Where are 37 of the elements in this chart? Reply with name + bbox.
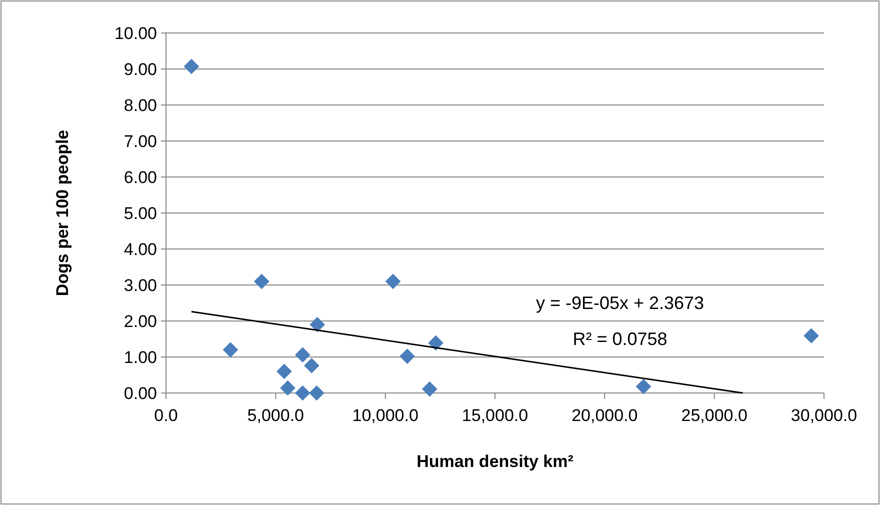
y-axis-title: Dogs per 100 people	[53, 130, 72, 296]
point	[385, 274, 401, 290]
y-tick-label: 3.00	[124, 276, 157, 295]
y-tick-label: 2.00	[124, 312, 157, 331]
point	[294, 347, 310, 363]
annotation: R² = 0.0758	[572, 329, 668, 349]
y-tick-label: 10.00	[114, 24, 157, 43]
x-axis-title: Human density km²	[416, 452, 574, 471]
x-tick-label: 15,000.0	[462, 406, 528, 425]
point	[184, 58, 200, 74]
point	[276, 364, 292, 380]
x-tick-label: 5,000.0	[247, 406, 304, 425]
point	[400, 348, 415, 364]
x-tick-label: 25,000.0	[681, 406, 748, 425]
y-tick-label: 9.00	[124, 60, 157, 79]
y-tick-label: 1.00	[124, 348, 157, 367]
y-tick-label: 0.00	[124, 384, 157, 403]
point	[280, 380, 296, 396]
annotation: y = -9E-05x + 2.3673	[536, 293, 704, 313]
y-tick-label: 8.00	[124, 96, 157, 115]
point	[804, 328, 819, 344]
point	[254, 274, 270, 290]
x-tick-label: 20,000.0	[572, 406, 638, 425]
point	[636, 378, 652, 394]
x-tick-label: 0.0	[154, 406, 178, 425]
point	[310, 316, 326, 332]
y-tick-label: 5.00	[124, 204, 157, 223]
x-tick-label: 30,000.0	[790, 406, 858, 425]
point	[222, 342, 238, 358]
y-tick-label: 6.00	[124, 168, 157, 187]
point	[422, 381, 438, 397]
x-tick-label: 10,000.0	[352, 406, 418, 425]
point	[309, 385, 324, 401]
point	[304, 358, 320, 374]
y-tick-label: 4.00	[124, 240, 157, 259]
y-tick-label: 7.00	[124, 132, 157, 151]
point	[294, 385, 310, 401]
